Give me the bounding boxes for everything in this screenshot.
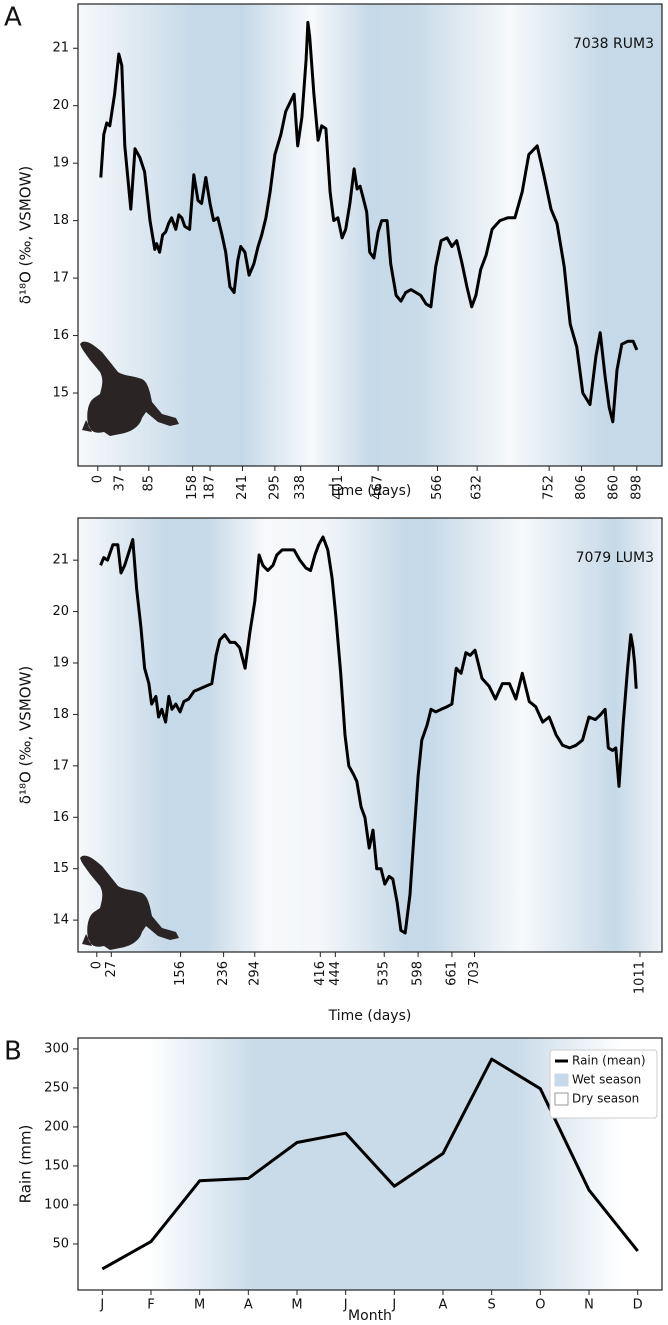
plot-frame: [77, 3, 663, 467]
x-tick-label: 158: [185, 475, 200, 500]
x-axis-label: Time (days): [328, 483, 412, 499]
x-tick-label: 566: [430, 475, 445, 500]
y-tick-label: 20: [52, 98, 69, 113]
x-tick-label: F: [147, 1298, 154, 1313]
x-tick-label: 187: [203, 475, 218, 500]
data-line: [99, 20, 639, 424]
x-tick-label: 156: [173, 961, 188, 986]
x-tick-label: 401: [331, 475, 346, 500]
plot-frame: [77, 517, 663, 953]
y-tick-label: 21: [52, 41, 69, 56]
y-tick-label: 18: [52, 213, 69, 228]
x-tick-label: J: [343, 1298, 348, 1313]
x-tick-label: J: [99, 1298, 104, 1313]
plot-frame: [77, 1037, 663, 1291]
legend-swatch: [554, 1073, 569, 1087]
legend-label: Rain (mean): [572, 1054, 646, 1068]
y-axis-label: Rain (mm): [17, 1125, 35, 1204]
y-axis-label: δ¹⁸O (‰, VSMOW): [17, 666, 35, 805]
y-tick-label: 18: [52, 707, 69, 722]
y-tick-label: 17: [52, 758, 69, 773]
y-tick-label: 200: [44, 1119, 69, 1134]
y-tick-label: 15: [52, 861, 69, 876]
y-tick-label: 250: [44, 1080, 69, 1095]
y-tick-label: 14: [52, 913, 69, 928]
x-tick-label: 535: [377, 961, 392, 986]
y-tick-label: 50: [52, 1236, 69, 1251]
x-tick-label: 703: [467, 961, 482, 986]
x-tick-label: 241: [235, 475, 250, 500]
x-tick-label: 0: [90, 475, 105, 483]
x-tick-label: 338: [293, 475, 308, 500]
legend-box: [549, 1049, 658, 1119]
x-tick-label: A: [244, 1298, 253, 1313]
x-tick-label: 806: [574, 475, 589, 500]
x-tick-label: 85: [141, 475, 156, 492]
y-tick-label: 100: [44, 1197, 69, 1212]
y-tick-label: 19: [52, 156, 69, 171]
x-tick-label: 661: [444, 961, 459, 986]
panel-label: B: [4, 1037, 22, 1067]
plot-layer: 15 16 17 18 19 20 21 0 37 85 158 187 241 295 338 401 467…: [4, 3, 663, 1324]
x-tick-label: O: [535, 1298, 545, 1313]
data-line: [99, 535, 638, 935]
y-tick-label: 150: [44, 1158, 69, 1173]
x-tick-label: 236: [216, 961, 231, 986]
y-tick-label: 19: [52, 656, 69, 671]
y-tick-label: 15: [52, 386, 69, 401]
x-tick-label: D: [633, 1298, 643, 1313]
y-axis-label: δ¹⁸O (‰, VSMOW): [17, 166, 35, 305]
x-tick-label: M: [291, 1298, 302, 1313]
x-tick-label: 860: [606, 475, 621, 500]
y-tick-label: 21: [52, 553, 69, 568]
x-tick-label: J: [391, 1298, 396, 1313]
y-tick-label: 20: [52, 604, 69, 619]
x-tick-label: 1011: [632, 961, 647, 994]
annotation: 7079 LUM3: [576, 550, 654, 566]
x-tick-label: 27: [104, 961, 119, 978]
x-tick-label: A: [439, 1298, 448, 1313]
y-tick-label: 17: [52, 271, 69, 286]
x-tick-label: 467: [371, 475, 386, 500]
y-tick-label: 16: [52, 328, 69, 343]
x-tick-label: 0: [89, 961, 104, 969]
y-tick-label: 16: [52, 810, 69, 825]
x-tick-label: 444: [328, 961, 343, 986]
x-tick-label: 37: [113, 475, 128, 492]
season-shading: [78, 518, 662, 952]
legend-label: Dry season: [572, 1092, 639, 1106]
x-tick-label: 416: [313, 961, 328, 986]
panel-label: A: [4, 3, 22, 33]
legend-label: Wet season: [572, 1073, 641, 1087]
x-tick-label: 898: [629, 475, 644, 500]
annotation: 7038 RUM3: [573, 36, 654, 52]
x-axis-label: Time (days): [328, 1008, 412, 1024]
x-tick-label: S: [488, 1298, 496, 1313]
x-tick-label: 752: [542, 475, 557, 500]
x-axis-label: Month: [348, 1308, 392, 1324]
season-shading: [78, 4, 662, 466]
x-tick-label: N: [584, 1298, 594, 1313]
legend-swatch: [554, 1092, 569, 1106]
data-line: [101, 1057, 639, 1271]
x-tick-label: M: [194, 1298, 205, 1313]
x-tick-label: 295: [267, 475, 282, 500]
y-tick-label: 300: [44, 1041, 69, 1056]
x-tick-label: 598: [411, 961, 426, 986]
x-tick-label: 294: [247, 961, 262, 986]
x-tick-label: 632: [470, 475, 485, 500]
